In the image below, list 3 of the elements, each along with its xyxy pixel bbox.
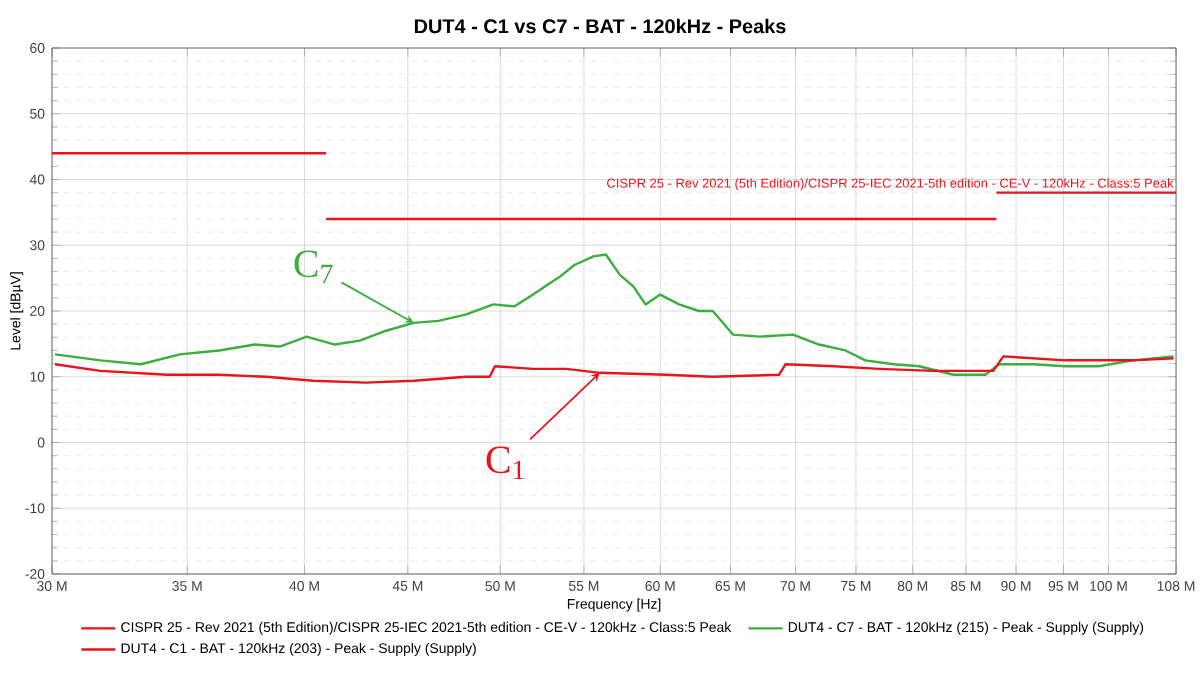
annotation: C$_{1}$ xyxy=(486,446,524,480)
chart-title: DUT4 - C1 vs C7 - BAT - 120kHz - Peaks xyxy=(414,18,786,34)
annotation: C$_{7}$ xyxy=(294,250,333,284)
